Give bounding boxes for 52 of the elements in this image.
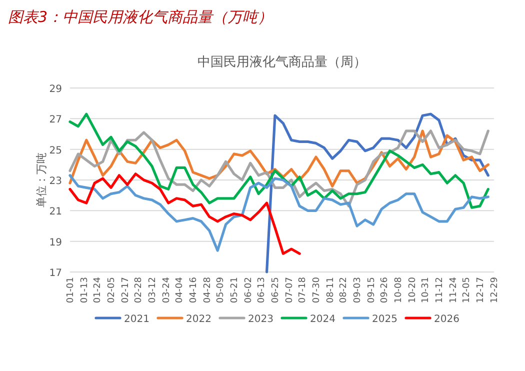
legend-label: 2021 (124, 314, 150, 325)
line-series (68, 130, 490, 208)
x-tick-label: 04-04 (174, 276, 185, 304)
x-tick-label: 10-20 (408, 276, 418, 304)
x-tick-label: 03-12 (148, 277, 158, 304)
x-tick-label: 04-28 (203, 276, 214, 304)
x-tick-label: 05-21 (230, 277, 240, 304)
legend-label: 2024 (310, 314, 336, 325)
legend-label: 2025 (372, 314, 398, 325)
x-tick-label: 02-05 (106, 277, 117, 304)
y-tick-label: 29 (49, 84, 62, 95)
x-tick-label: 09-26 (380, 276, 390, 304)
x-tick-label: 07-07 (285, 277, 296, 304)
x-tick-label: 09-15 (367, 277, 378, 304)
x-tick-label: 11-24 (449, 276, 460, 304)
line-series (68, 174, 490, 252)
y-tick-label: 19 (49, 237, 62, 248)
x-tick-label: 12-17 (476, 277, 486, 304)
x-tick-label: 01-24 (92, 276, 103, 304)
legend-label: 2023 (248, 314, 274, 325)
y-axis-title: 单位：万吨 (35, 152, 48, 208)
x-tick-label: 03-24 (162, 276, 172, 304)
x-tick-label: 07-30 (312, 276, 322, 304)
line-series (68, 112, 490, 209)
chart-subtitle: 中国民用液化气商品量（周） (198, 55, 366, 70)
x-tick-label: 10-08 (394, 276, 404, 304)
x-tick-label: 02-28 (134, 276, 144, 304)
x-tick-label: 06-25 (270, 277, 281, 304)
line-series (68, 172, 301, 255)
y-tick-label: 23 (49, 176, 62, 187)
x-tick-label: 05-09 (216, 276, 226, 304)
x-tick-label: 08-11 (326, 277, 336, 304)
x-tick-label: 07-18 (298, 276, 308, 304)
x-tick-label: 04-16 (188, 276, 199, 304)
y-tick-label: 27 (49, 114, 62, 126)
x-tick-label: 10-31 (420, 277, 431, 304)
x-tick-label: 09-03 (352, 277, 363, 304)
x-tick-label: 06-02 (244, 277, 254, 304)
x-tick-label: 06-13 (256, 277, 267, 304)
x-tick-label: 02-17 (121, 277, 132, 304)
x-tick-label: 01-01 (66, 277, 76, 304)
legend-label: 2022 (186, 314, 212, 325)
x-tick-label: 12-29 (490, 276, 500, 304)
x-tick-label: 11-12 (434, 277, 445, 304)
y-tick-label: 25 (49, 145, 62, 156)
y-tick-label: 21 (49, 206, 62, 218)
y-tick-label: 17 (49, 268, 62, 279)
x-tick-label: 01-13 (80, 277, 90, 304)
legend-label: 2026 (434, 314, 460, 325)
x-tick-label: 12-05 (462, 277, 472, 304)
x-tick-label: 08-22 (338, 277, 349, 304)
chart-title: 图表3：中国民用液化气商品量（万吨） (8, 8, 273, 26)
